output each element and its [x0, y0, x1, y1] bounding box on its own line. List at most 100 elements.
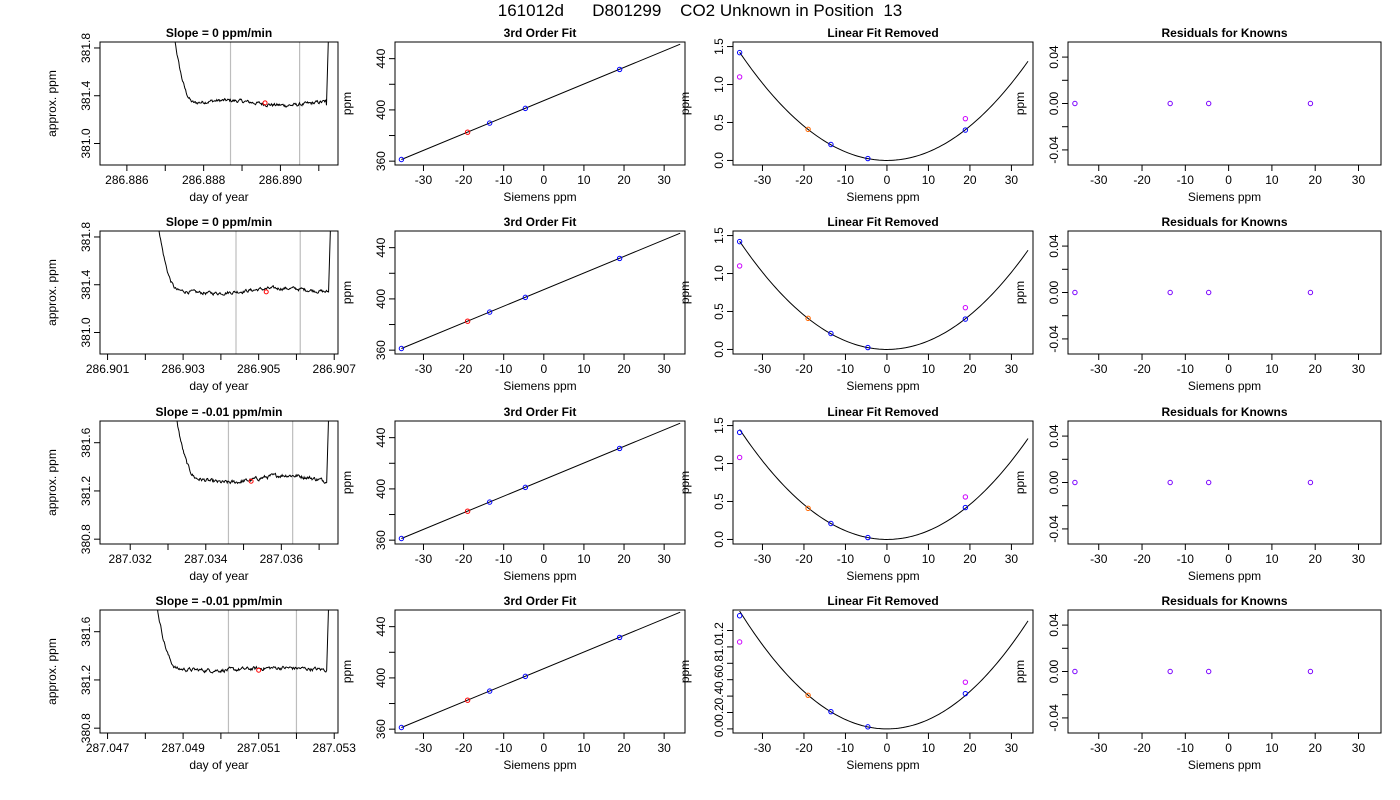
x-tick-label: -10	[495, 552, 513, 566]
x-tick-label: 0	[884, 173, 891, 187]
data-point	[865, 534, 871, 541]
y-tick-label: 381.6	[79, 427, 93, 457]
data-point	[962, 127, 969, 133]
x-tick-label: 287.034	[184, 552, 228, 566]
data-point	[1072, 100, 1078, 107]
plot-frame	[1067, 41, 1382, 166]
panel-title: Linear Fit Removed	[827, 215, 938, 229]
data-point	[1167, 668, 1173, 675]
y-tick-label: 1.0	[712, 455, 726, 472]
data-point	[616, 66, 623, 73]
x-tick-label: 30	[1005, 362, 1019, 376]
panel-4-3: Residuals for Knowns Siemens ppm ppm -30 -20…	[1013, 405, 1382, 583]
x-tick-label: 20	[963, 362, 977, 376]
x-tick-label: 286.888	[182, 173, 226, 187]
x-tick-label: 20	[963, 173, 977, 187]
plot-area	[736, 49, 1029, 162]
x-tick-label: -20	[795, 552, 813, 566]
x-tick-label: -30	[415, 741, 433, 755]
x-tick-label: -30	[1090, 552, 1108, 566]
y-tick-label: 381.0	[79, 128, 93, 158]
x-axis-label: Siemens ppm	[1188, 379, 1261, 393]
mean-marker	[262, 100, 268, 106]
x-tick-label: 20	[617, 741, 631, 755]
x-tick-label: 30	[1352, 173, 1366, 187]
fit-curve	[739, 52, 1029, 161]
data-point	[1307, 668, 1314, 675]
panel-3-1: Linear Fit Removed Siemens ppm ppm -30 -20 -1…	[678, 26, 1034, 204]
data-point	[828, 330, 834, 337]
data-point	[736, 454, 743, 461]
panel-1-2: Slope = 0 ppm/min day of year approx. ppm 2…	[45, 215, 356, 393]
mean-marker	[263, 289, 269, 295]
x-tick-label: 10	[1265, 173, 1279, 187]
fit-line	[401, 232, 681, 349]
data-point	[522, 105, 529, 112]
data-point	[805, 505, 811, 512]
plot-area	[174, 42, 329, 165]
data-point	[828, 141, 834, 148]
panel-2-1: 3rd Order Fit Siemens ppm ppm -30 -20 -10 0 10 2…	[340, 26, 686, 204]
plot-frame	[732, 420, 1034, 545]
plot-area	[1072, 479, 1314, 486]
x-tick-label: 286.903	[161, 362, 205, 376]
x-tick-label: 30	[1352, 362, 1366, 376]
x-tick-label: 30	[657, 362, 671, 376]
x-tick-label: 0	[1225, 173, 1232, 187]
data-point	[962, 494, 969, 500]
data-point	[464, 318, 471, 324]
x-tick-label: 10	[1265, 552, 1279, 566]
x-tick-label: 287.051	[237, 741, 281, 755]
plot-frame	[394, 420, 686, 545]
y-tick-label: 440	[374, 48, 388, 68]
x-tick-label: -10	[1177, 173, 1195, 187]
x-tick-label: 10	[1265, 741, 1279, 755]
fit-line	[401, 611, 681, 728]
x-tick-label: 10	[922, 173, 936, 187]
x-tick-label: 287.036	[260, 552, 304, 566]
plot-area	[736, 429, 1029, 541]
y-tick-label: -0.04	[1047, 325, 1061, 353]
data-point	[522, 484, 529, 491]
plot-frame	[394, 41, 686, 166]
x-tick-label: 287.053	[313, 741, 357, 755]
panel-title: Slope = 0 ppm/min	[166, 26, 272, 40]
x-tick-label: 287.049	[161, 741, 205, 755]
y-tick-label: 1.5	[712, 417, 726, 434]
y-tick-label: 440	[374, 616, 388, 636]
x-tick-label: -30	[1090, 173, 1108, 187]
y-tick-label: 400	[374, 289, 388, 309]
data-point	[805, 692, 811, 698]
panel-title: Linear Fit Removed	[827, 405, 938, 419]
panel-title: Residuals for Knowns	[1161, 215, 1287, 229]
x-tick-label: 20	[617, 552, 631, 566]
y-axis-label: approx. ppm	[45, 638, 59, 705]
y-tick-label: -0.04	[1047, 515, 1061, 543]
x-tick-label: -20	[455, 741, 473, 755]
x-tick-label: 10	[577, 173, 591, 187]
x-axis-label: Siemens ppm	[503, 569, 576, 583]
data-point	[962, 316, 969, 322]
data-point	[736, 613, 743, 619]
plot-area	[398, 611, 681, 731]
data-point	[962, 304, 969, 311]
y-tick-label: 1.0	[712, 638, 726, 655]
y-tick-label: 400	[374, 668, 388, 688]
x-tick-label: -20	[795, 741, 813, 755]
x-tick-label: -20	[795, 173, 813, 187]
x-tick-label: 0	[1225, 362, 1232, 376]
panel-2-3: 3rd Order Fit Siemens ppm ppm -30 -20 -10 0 10 2…	[340, 405, 686, 583]
x-tick-label: -10	[1177, 552, 1195, 566]
x-axis-label: Siemens ppm	[503, 379, 576, 393]
x-tick-label: -30	[1090, 362, 1108, 376]
data-point	[962, 679, 969, 685]
plot-area	[158, 231, 331, 354]
panel-title: Residuals for Knowns	[1161, 26, 1287, 40]
x-tick-label: 20	[617, 173, 631, 187]
figure-title: 161012d D801299 CO2 Unknown in Position …	[497, 1, 903, 20]
x-axis-label: Siemens ppm	[846, 379, 919, 393]
data-point	[522, 294, 529, 301]
x-axis-label: Siemens ppm	[846, 758, 919, 772]
data-point	[1205, 479, 1212, 486]
plot-frame	[732, 230, 1034, 355]
